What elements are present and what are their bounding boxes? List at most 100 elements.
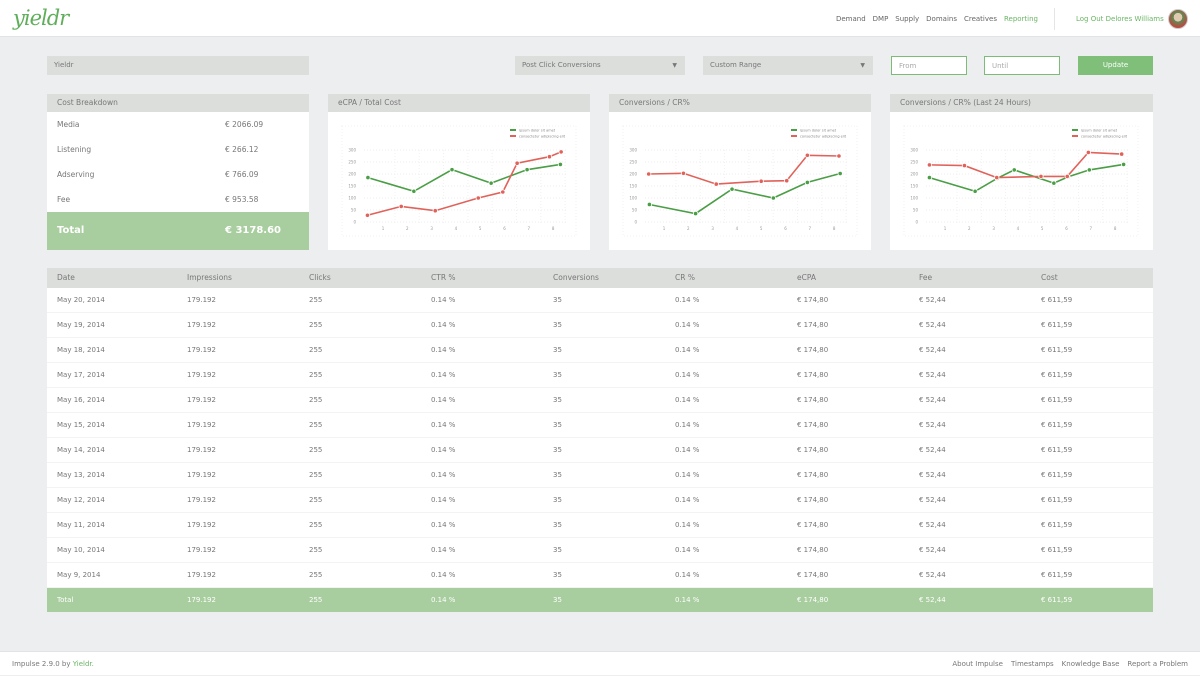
legend-swatch <box>510 129 516 131</box>
nav-demand[interactable]: Demand <box>835 15 866 23</box>
table-cell: € 611,59 <box>1041 496 1073 504</box>
table-cell: 179.192 <box>187 421 216 429</box>
x-tick-label: 8 <box>1114 226 1117 231</box>
table-cell: € 611,59 <box>1041 471 1073 479</box>
table-cell: 0.14 % <box>675 371 700 379</box>
table-cell: € 52,44 <box>919 571 946 579</box>
from-input[interactable]: From <box>891 56 967 75</box>
footer-link[interactable]: Report a Problem <box>1127 660 1188 668</box>
table-cell: 255 <box>309 471 323 479</box>
table-cell: € 611,59 <box>1041 396 1073 404</box>
table-cell: 35 <box>553 371 562 379</box>
cost-label: Fee <box>57 195 71 204</box>
table-cell: 0.14 % <box>675 571 700 579</box>
y-tick-label: 50 <box>351 208 357 213</box>
yieldr-logo[interactable]: yieldr <box>13 6 69 30</box>
avatar[interactable] <box>1168 9 1188 29</box>
table-cell: 179.192 <box>187 471 216 479</box>
panel-title: eCPA / Total Cost <box>328 94 590 112</box>
update-button[interactable]: Update <box>1078 56 1153 75</box>
data-point <box>804 152 810 158</box>
table-row: May 19, 2014 179.192 255 0.14 % 35 0.14 % € 17… <box>47 313 1153 338</box>
footer-link[interactable]: Knowledge Base <box>1061 660 1120 668</box>
table-cell: € 174,80 <box>797 396 829 404</box>
table-cell: 0.14 % <box>431 346 456 354</box>
account-select[interactable]: Yieldr <box>47 56 309 75</box>
cost-label: Listening <box>57 145 92 154</box>
table-cell: € 52,44 <box>919 296 946 304</box>
nav-domains[interactable]: Domains <box>926 15 957 23</box>
x-tick-label: 1 <box>382 226 385 231</box>
x-tick-label: 5 <box>760 226 763 231</box>
cost-value: € 2066.09 <box>225 120 264 129</box>
table-cell: 255 <box>309 346 323 354</box>
y-tick-label: 250 <box>910 160 918 165</box>
line-chart: 0 50 100 150 200 250 300 1 2 3 4 5 6 7 8 ipsum dolor si… <box>903 125 1139 237</box>
caret-down-icon: ▼ <box>672 62 677 69</box>
data-point <box>994 174 1000 181</box>
nav-supply[interactable]: Supply <box>895 15 920 23</box>
data-point <box>500 189 506 195</box>
table-cell: May 11, 2014 <box>57 521 105 529</box>
data-point <box>836 153 842 159</box>
table-row: May 12, 2014 179.192 255 0.14 % 35 0.14 % € 17… <box>47 488 1153 513</box>
table-cell: May 20, 2014 <box>57 296 105 304</box>
table-cell: € 52,44 <box>919 421 946 429</box>
table-cell: May 12, 2014 <box>57 496 105 504</box>
nav-creatives[interactable]: Creatives <box>963 15 997 23</box>
table-cell: 0.14 % <box>675 471 700 479</box>
table-cell: 0.14 % <box>431 471 456 479</box>
table-cell: 0.14 % <box>675 396 700 404</box>
table-cell: 0.14 % <box>431 596 456 604</box>
table-cell: 179.192 <box>187 496 216 504</box>
nav-reporting[interactable]: Reporting <box>1003 15 1038 23</box>
nav-dmp[interactable]: DMP <box>872 15 889 23</box>
table-row: May 11, 2014 179.192 255 0.14 % 35 0.14 % € 17… <box>47 513 1153 538</box>
table-row: May 10, 2014 179.192 255 0.14 % 35 0.14 % € 17… <box>47 538 1153 563</box>
table-cell: 255 <box>309 521 323 529</box>
legend-label: ipsum dolor sit amet <box>519 129 556 133</box>
table-cell: 0.14 % <box>675 346 700 354</box>
table-cell: 0.14 % <box>431 321 456 329</box>
table-cell: 255 <box>309 546 323 554</box>
x-tick-label: 7 <box>528 226 531 231</box>
metric-select[interactable]: Post Click Conversions ▼ <box>515 56 685 75</box>
legend-swatch <box>791 135 797 137</box>
metric-value: Post Click Conversions <box>522 61 601 69</box>
data-point <box>1121 161 1127 168</box>
range-select[interactable]: Custom Range ▼ <box>703 56 873 75</box>
series-line <box>367 151 562 217</box>
table-total-row: Total 179.192 255 0.14 % 35 0.14 % € 174,80 € 5… <box>47 588 1153 612</box>
plot-frame <box>622 125 858 237</box>
table-cell: Total <box>57 596 74 604</box>
chart-panel-ecpa: eCPA / Total Cost 0 50 100 150 200 250 300 1 2 3 4 5… <box>328 94 590 250</box>
version-text: Impulse 2.9.0 by Yieldr. <box>12 652 94 676</box>
table-cell: 179.192 <box>187 321 216 329</box>
table-cell: € 174,80 <box>797 321 829 329</box>
table-cell: 179.192 <box>187 371 216 379</box>
x-tick-label: 3 <box>711 226 714 231</box>
x-tick-label: 8 <box>833 226 836 231</box>
report-table: Date Impressions Clicks CTR % Conversions CR … <box>47 268 1153 612</box>
table-cell: € 611,59 <box>1041 321 1073 329</box>
footer-link[interactable]: Timestamps <box>1010 660 1054 668</box>
y-tick-label: 200 <box>348 172 356 177</box>
cost-row: Fee € 953.58 <box>47 187 309 212</box>
footer-links: About Impulse Timestamps Knowledge Base Rep… <box>952 652 1188 676</box>
table-cell: 35 <box>553 446 562 454</box>
data-point <box>680 170 687 176</box>
table-cell: 255 <box>309 596 323 604</box>
brand-link[interactable]: Yieldr. <box>72 660 94 668</box>
data-point <box>784 178 790 184</box>
data-point <box>646 171 652 177</box>
footer-link[interactable]: About Impulse <box>952 660 1003 668</box>
logout-link[interactable]: Log Out Delores Williams <box>1076 15 1164 23</box>
panel-title: Conversions / CR% <box>609 94 871 112</box>
until-input[interactable]: Until <box>984 56 1060 75</box>
cost-label: Media <box>57 120 80 129</box>
y-tick-label: 0 <box>353 220 356 225</box>
table-cell: € 52,44 <box>919 471 946 479</box>
table-cell: 0.14 % <box>431 496 456 504</box>
table-cell: May 13, 2014 <box>57 471 105 479</box>
table-cell: May 14, 2014 <box>57 446 105 454</box>
